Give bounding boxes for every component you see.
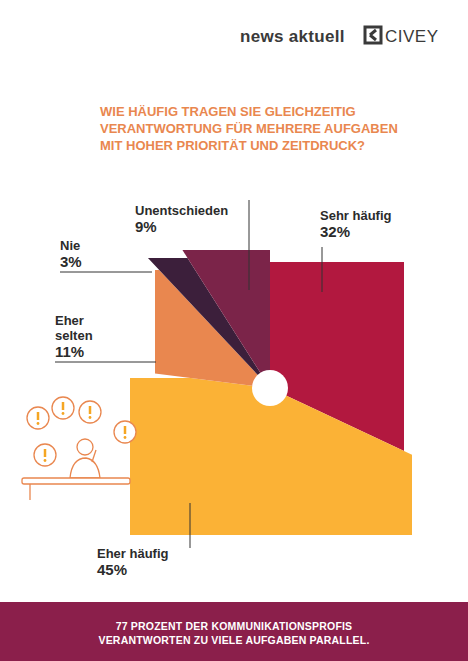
category-label: Eher häufig	[97, 546, 207, 561]
data-label: 11%	[55, 343, 105, 360]
leader-line	[190, 503, 191, 548]
header-left: news aktuell	[240, 27, 345, 47]
label-box: Eher selten11%	[55, 313, 105, 360]
page: news aktuell CIVEY WIE HÄUFIG TRAGEN SIE G…	[0, 0, 468, 661]
category-label: Eher selten	[55, 313, 105, 343]
leader-line	[55, 362, 156, 363]
footer-bar	[0, 602, 468, 661]
title: WIE HÄUFIG TRAGEN SIE GLEICHZEITIG VERAN…	[100, 103, 400, 154]
category-label: Unentschieden	[135, 203, 255, 218]
category-label: Sehr häufig	[320, 208, 430, 223]
logo-icon	[365, 27, 381, 43]
leader-line	[322, 247, 323, 292]
label-box: Unentschieden9%	[135, 203, 255, 235]
category-label: Nie	[60, 238, 120, 253]
leader-line	[60, 272, 152, 273]
label-box: Nie3%	[60, 238, 120, 270]
slice	[148, 250, 270, 388]
data-label: 45%	[97, 561, 207, 578]
data-label: 32%	[320, 223, 430, 240]
slice	[130, 378, 412, 535]
leader-line	[249, 200, 250, 290]
illustration	[22, 397, 136, 500]
label-box: Eher häufig45%	[97, 546, 207, 578]
data-label: 3%	[60, 253, 120, 270]
data-label: 9%	[135, 218, 255, 235]
slices	[0, 0, 468, 661]
center-hole	[252, 370, 288, 406]
annotation: 77 PROZENT DER KOMMUNIKATIONSPROFIS VERA…	[84, 619, 384, 647]
label-box: Sehr häufig32%	[320, 208, 430, 240]
header-right: CIVEY	[385, 27, 439, 47]
